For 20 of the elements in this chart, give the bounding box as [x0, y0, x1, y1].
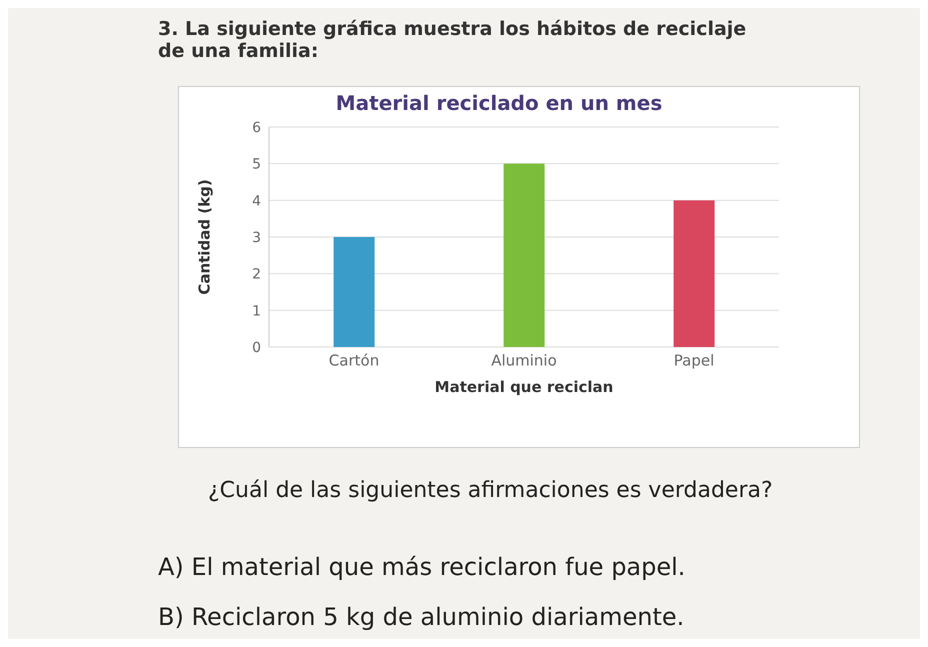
bar [334, 237, 375, 347]
y-tick-label: 4 [252, 193, 262, 210]
y-tick-label: 2 [252, 266, 261, 283]
y-tick-label: 0 [252, 340, 261, 356]
text: ¿Cuál de las siguientes afirmaciones es verdadera? [208, 478, 773, 503]
x-tick-label: Aluminio [491, 352, 557, 370]
y-axis-title: Cantidad (kg) [195, 179, 214, 295]
bar [504, 164, 545, 347]
y-tick-label: 5 [252, 156, 261, 173]
chart-title: Material reciclado en un mes [334, 91, 664, 115]
y-tick-label: 3 [252, 230, 261, 246]
y-tick-label: 6 [252, 120, 262, 136]
text: 3. La siguiente gráfica muestra los hábitos de reciclaje de una familia: [158, 18, 748, 62]
bar [674, 200, 715, 347]
x-axis-title: Material que reciclan [434, 378, 614, 396]
text: B) Reciclaron 5 kg de aluminio diariamente. [158, 603, 684, 631]
x-tick-label: Cartón [328, 352, 380, 370]
y-tick-label: 1 [252, 303, 261, 320]
text: A) El material que más reciclaron fue papel. [158, 553, 686, 581]
x-tick-label: Papel [674, 352, 714, 370]
